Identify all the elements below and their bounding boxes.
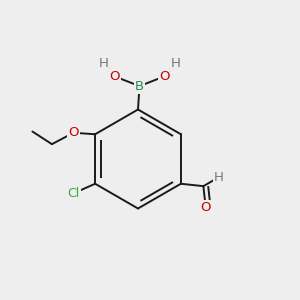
Text: B: B — [135, 80, 144, 93]
Text: O: O — [68, 126, 79, 139]
Text: H: H — [99, 57, 108, 70]
Text: H: H — [214, 171, 224, 184]
Text: O: O — [159, 70, 169, 83]
Text: O: O — [200, 201, 211, 214]
Text: H: H — [171, 57, 180, 70]
Text: O: O — [110, 70, 120, 83]
Text: Cl: Cl — [68, 187, 80, 200]
